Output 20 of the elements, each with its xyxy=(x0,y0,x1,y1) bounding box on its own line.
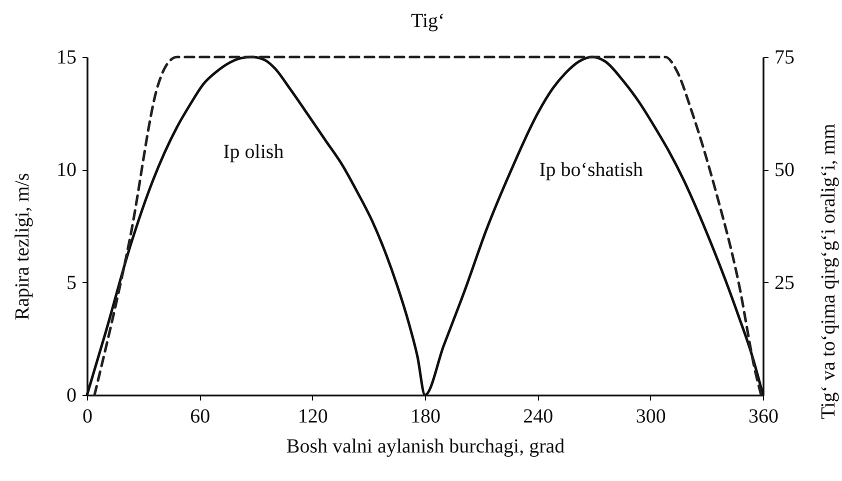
y2-tick-label: 75 xyxy=(774,46,794,68)
y2-tick-label: 50 xyxy=(774,159,794,182)
annotation: Ip bo‘shatish xyxy=(539,159,644,182)
y-tick-label: 0 xyxy=(66,384,76,406)
y-tick-label: 10 xyxy=(56,159,76,182)
y-tick-label: 5 xyxy=(66,272,76,294)
y2-axis-title: Tig‘ va to‘qima qirg‘g‘i oralig‘i, mm xyxy=(818,123,840,420)
x-tick-label: 120 xyxy=(298,406,328,428)
y-axis-title: Rapira tezligi, m/s xyxy=(12,172,34,320)
x-axis-title: Bosh valni aylanish burchagi, grad xyxy=(286,436,565,458)
x-tick-label: 240 xyxy=(523,406,554,428)
x-tick-label: 60 xyxy=(190,406,210,428)
x-tick-label: 300 xyxy=(636,406,666,428)
x-tick-label: 360 xyxy=(748,406,778,428)
annotation: Ip olish xyxy=(223,141,284,164)
y-tick-label: 15 xyxy=(56,46,76,68)
x-tick-label: 180 xyxy=(410,406,440,428)
y2-tick-label: 25 xyxy=(774,272,794,294)
x-tick-label: 0 xyxy=(82,406,92,428)
series-label: Tig‘ xyxy=(410,10,445,32)
